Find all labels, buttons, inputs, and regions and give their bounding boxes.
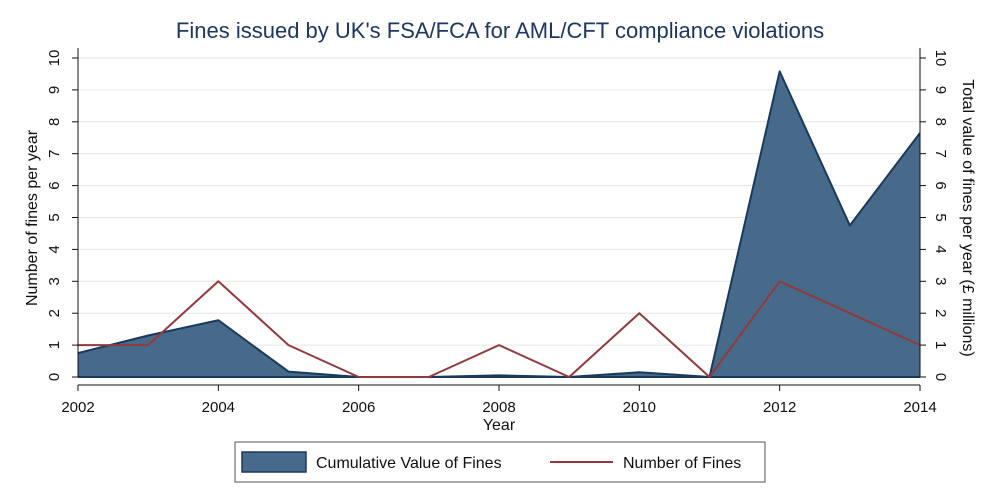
y-axis-title-left: Number of fines per year	[24, 129, 41, 306]
chart-title: Fines issued by UK's FSA/FCA for AML/CFT…	[176, 18, 824, 43]
y-tick-label-right-8: 8	[932, 118, 949, 126]
legend-swatch-value	[241, 451, 307, 473]
x-tick-label-2006: 2006	[342, 399, 375, 416]
y-axis-title-right: Total value of fines per year (£ million…	[959, 79, 976, 356]
x-tick-label-2008: 2008	[482, 399, 515, 416]
legend-box	[234, 441, 766, 483]
y-tick-label-right-4: 4	[932, 245, 949, 253]
y-tick-label-left-0: 0	[46, 373, 63, 381]
y-tick-label-right-7: 7	[932, 150, 949, 158]
legend-label-count: Number of Fines	[623, 455, 741, 472]
y-tick-label-left-4: 4	[46, 245, 63, 253]
series-layer	[77, 70, 921, 378]
area-series-value-edge	[77, 70, 921, 378]
x-tick-label-2002: 2002	[61, 399, 94, 416]
y-tick-label-left-9: 9	[46, 86, 63, 94]
y-tick-label-right-6: 6	[932, 181, 949, 189]
y-tick-label-left-6: 6	[46, 181, 63, 189]
area-series-value	[78, 71, 920, 377]
ticks-layer: 0 0 1 1 2 2 3 3 4 4 5 5 6 6 7 7 8 8 9 9 10 10 2002 2004 2006 2008…	[46, 50, 949, 416]
y-tick-label-right-10: 10	[932, 50, 949, 67]
x-tick-label-2010: 2010	[623, 399, 656, 416]
x-axis-title: Year	[483, 417, 516, 434]
y-tick-label-right-3: 3	[932, 277, 949, 285]
y-tick-label-right-9: 9	[932, 86, 949, 94]
x-tick-label-2004: 2004	[202, 399, 235, 416]
y-tick-label-left-10: 10	[46, 50, 63, 67]
y-tick-label-left-5: 5	[46, 213, 63, 221]
line-series-count	[78, 280, 921, 378]
axes-layer	[72, 48, 926, 391]
y-tick-label-left-3: 3	[46, 277, 63, 285]
y-tick-label-left-2: 2	[46, 309, 63, 317]
y-tick-label-left-7: 7	[46, 150, 63, 158]
y-tick-label-right-1: 1	[932, 341, 949, 349]
y-tick-label-right-0: 0	[932, 373, 949, 381]
legend: Cumulative Value of Fines Number of Fine…	[234, 441, 766, 483]
x-tick-label-2014: 2014	[903, 399, 936, 416]
y-tick-label-left-8: 8	[46, 118, 63, 126]
y-tick-label-right-5: 5	[932, 213, 949, 221]
y-tick-label-left-1: 1	[46, 341, 63, 349]
legend-label-value: Cumulative Value of Fines	[316, 455, 502, 472]
x-tick-label-2012: 2012	[763, 399, 796, 416]
y-tick-label-right-2: 2	[932, 309, 949, 317]
